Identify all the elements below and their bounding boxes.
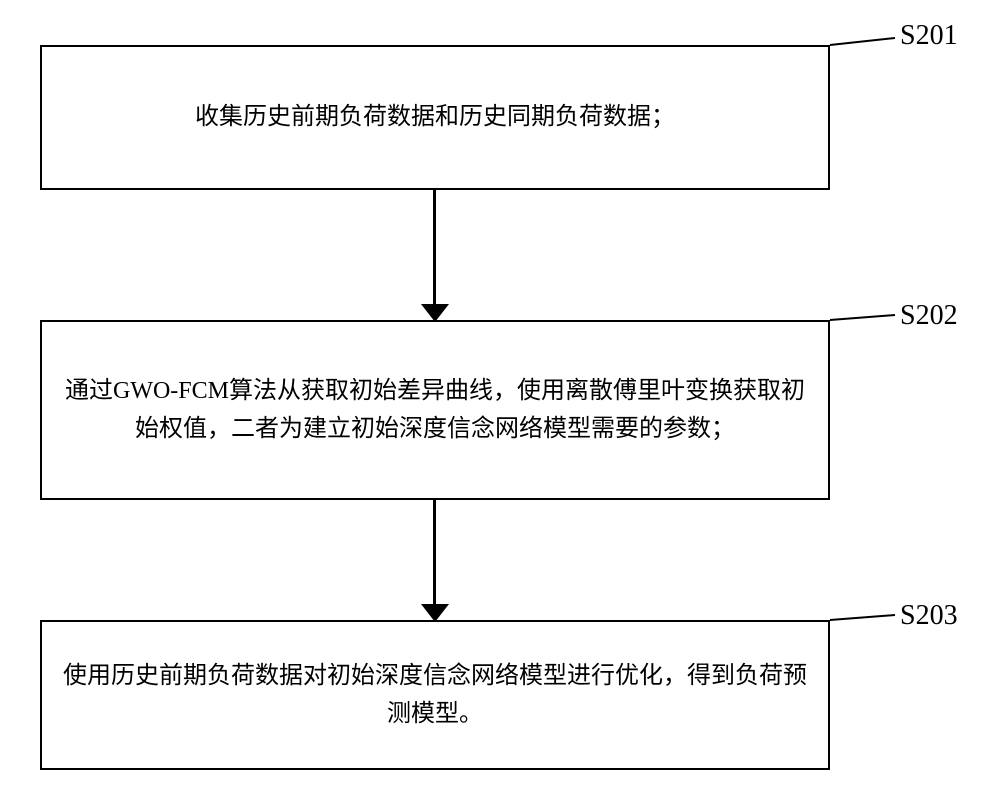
arrow-1-line [433,190,436,306]
step-label-s202: S202 [900,300,958,332]
step-box-s202: 通过GWO-FCM算法从获取初始差异曲线，使用离散傅里叶变换获取初始权值，二者为… [40,320,830,500]
step-text-s203: 使用历史前期负荷数据对初始深度信念网络模型进行优化，得到负荷预测模型。 [42,657,828,734]
step-label-s203: S203 [900,600,958,632]
step-label-s201: S201 [900,20,958,52]
arrow-2-line [433,500,436,606]
step-box-s203: 使用历史前期负荷数据对初始深度信念网络模型进行优化，得到负荷预测模型。 [40,620,830,770]
flowchart-canvas: 收集历史前期负荷数据和历史同期负荷数据； S201 通过GWO-FCM算法从获取… [0,0,1000,800]
step-text-s202: 通过GWO-FCM算法从获取初始差异曲线，使用离散傅里叶变换获取初始权值，二者为… [42,372,828,449]
step-box-s201: 收集历史前期负荷数据和历史同期负荷数据； [40,45,830,190]
step-text-s201: 收集历史前期负荷数据和历史同期负荷数据； [175,98,695,136]
